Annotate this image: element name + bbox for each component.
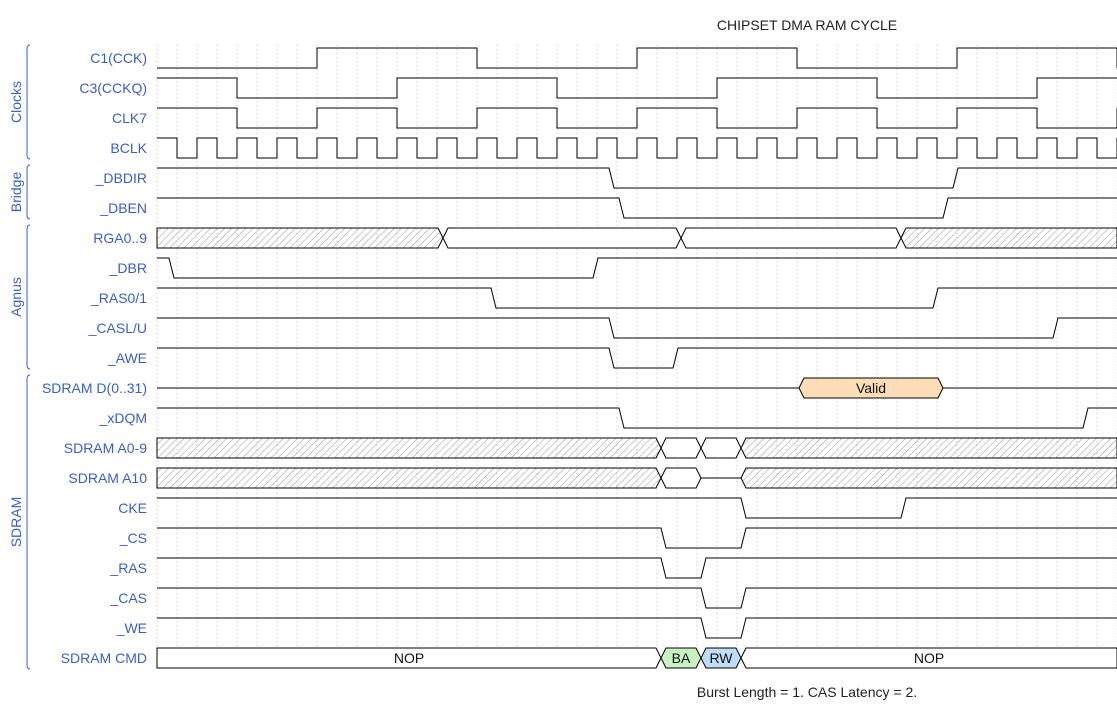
signal-label: _RAS (109, 560, 147, 576)
signal-ras01: _RAS0/1 (90, 287, 1117, 309)
cas-waveform (157, 587, 1117, 609)
signal-caslu: _CASL/U (88, 317, 1117, 339)
c3-waveform (157, 77, 1117, 99)
group-brace (26, 164, 31, 220)
cke-waveform (157, 497, 1117, 519)
signal-label: C3(CCKQ) (79, 80, 147, 96)
dbdir-waveform (157, 167, 1117, 189)
signal-cmd: SDRAM CMD NOP BA RW NOP (61, 647, 1117, 669)
group-sdram: SDRAM (8, 374, 31, 670)
signal-xdqm: _xDQM (99, 407, 1117, 429)
signal-awe: _AWE (107, 347, 1117, 369)
diagram-title: CHIPSET DMA RAM CYCLE (717, 17, 897, 33)
signal-label: _DBDIR (95, 170, 147, 186)
dbr-waveform (157, 257, 1117, 279)
signal-label: SDRAM D(0..31) (42, 380, 147, 396)
signal-label: _CS (119, 530, 147, 546)
a10-data-segment (660, 467, 702, 489)
group-brace (26, 44, 31, 160)
signal-dben: _DBEN (99, 197, 1117, 219)
group-brace (26, 374, 31, 670)
signal-we: _WE (116, 617, 1117, 639)
signal-sdram_d: SDRAM D(0..31) Valid (42, 377, 1117, 399)
signal-dbdir: _DBDIR (95, 167, 1117, 189)
group-label: SDRAM (8, 497, 24, 548)
group-label: Bridge (8, 172, 24, 213)
signal-label: _DBR (109, 260, 147, 276)
rga-data-segment (442, 227, 682, 249)
cmd-segment-label: NOP (914, 650, 944, 666)
rga-data-segment (680, 227, 902, 249)
signal-c3: C3(CCKQ) (79, 77, 1117, 99)
xdqm-waveform (157, 407, 1117, 429)
cmd-segment-label: NOP (394, 650, 424, 666)
signal-label: SDRAM A10 (68, 470, 147, 486)
c1-waveform (157, 47, 1117, 69)
group-label: Agnus (8, 277, 24, 317)
signal-label: SDRAM CMD (61, 650, 147, 666)
we-waveform (157, 617, 1117, 639)
signal-label: _WE (116, 620, 147, 636)
sdram_d-segment-label: Valid (856, 380, 886, 396)
signal-label: SDRAM A0-9 (64, 440, 147, 456)
signal-label: CLK7 (112, 110, 147, 126)
signal-cas: _CAS (109, 587, 1117, 609)
caslu-waveform (157, 317, 1117, 339)
signal-label: _AWE (107, 350, 147, 366)
a09-data-segment (700, 437, 742, 459)
group-label: Clocks (8, 81, 24, 123)
diagram-footnote: Burst Length = 1. CAS Latency = 2. (697, 684, 917, 700)
cmd-segment-label: BA (672, 650, 691, 666)
group-agnus: Agnus (8, 224, 31, 370)
ras01-waveform (157, 287, 1117, 309)
signal-label: C1(CCK) (90, 50, 147, 66)
rga-dontcare-segment (900, 227, 1117, 249)
signal-rows: C1(CCK) C3(CCKQ) CLK7 BCLK _DBDIR _DBEN RGA0..… (42, 47, 1117, 669)
cmd-segment-label: RW (709, 650, 733, 666)
signal-c1: C1(CCK) (90, 47, 1117, 69)
signal-groups: Clocks Bridge Agnus SDRAM (8, 44, 31, 670)
a09-dontcare-segment (156, 437, 662, 459)
signal-a09: SDRAM A0-9 (64, 437, 1117, 459)
signal-label: BCLK (110, 140, 147, 156)
signal-clk7: CLK7 (112, 107, 1117, 129)
bclk-waveform (157, 137, 1117, 159)
clk7-waveform (157, 107, 1117, 129)
signal-label: RGA0..9 (93, 230, 147, 246)
group-bridge: Bridge (8, 164, 31, 220)
group-brace (26, 224, 31, 370)
signal-bclk: BCLK (110, 137, 1117, 159)
cs-waveform (157, 527, 1117, 549)
signal-dbr: _DBR (109, 257, 1117, 279)
signal-label: CKE (118, 500, 147, 516)
dben-waveform (157, 197, 1117, 219)
signal-ras: _RAS (109, 557, 1117, 579)
a10-dontcare-segment (740, 467, 1117, 489)
signal-rga: RGA0..9 (93, 227, 1117, 249)
ras-waveform (157, 557, 1117, 579)
rga-dontcare-segment (156, 227, 444, 249)
signal-cke: CKE (118, 497, 1117, 519)
signal-a10: SDRAM A10 (68, 467, 1117, 489)
awe-waveform (157, 347, 1117, 369)
signal-cs: _CS (119, 527, 1117, 549)
signal-label: _RAS0/1 (90, 290, 147, 306)
a09-dontcare-segment (740, 437, 1117, 459)
signal-label: _DBEN (99, 200, 147, 216)
group-clocks: Clocks (8, 44, 31, 160)
signal-label: _xDQM (99, 410, 147, 426)
signal-label: _CAS (109, 590, 147, 606)
signal-label: _CASL/U (88, 320, 147, 336)
a10-dontcare-segment (156, 467, 662, 489)
cmd-data-segment (740, 647, 1117, 669)
a09-data-segment (660, 437, 702, 459)
